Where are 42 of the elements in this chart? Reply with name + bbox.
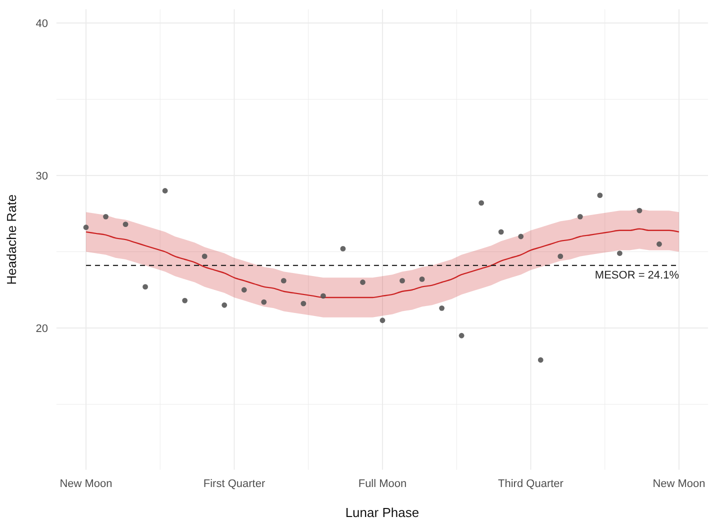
point bbox=[597, 192, 603, 198]
x-tick-label: Full Moon bbox=[358, 478, 407, 490]
point bbox=[360, 280, 366, 285]
point bbox=[122, 222, 128, 227]
point bbox=[558, 254, 564, 260]
point bbox=[202, 254, 208, 260]
point bbox=[656, 241, 662, 247]
x-tick-label: First Quarter bbox=[203, 478, 266, 490]
point bbox=[498, 229, 504, 235]
point bbox=[617, 250, 622, 256]
point bbox=[142, 284, 148, 290]
point bbox=[300, 300, 306, 306]
point bbox=[577, 214, 583, 220]
point bbox=[261, 299, 267, 305]
point bbox=[83, 224, 89, 230]
point bbox=[419, 276, 425, 282]
point bbox=[458, 332, 464, 338]
point bbox=[320, 293, 326, 299]
point bbox=[182, 298, 188, 304]
y-axis-title: Headache Rate bbox=[4, 194, 19, 285]
point bbox=[340, 246, 346, 252]
point bbox=[222, 302, 228, 308]
point bbox=[478, 200, 484, 206]
x-tick-label: Third Quarter bbox=[498, 478, 564, 490]
point bbox=[280, 278, 286, 284]
point bbox=[241, 287, 247, 293]
point bbox=[518, 234, 524, 240]
point bbox=[162, 188, 168, 194]
x-tick-label: New Moon bbox=[652, 478, 706, 490]
point bbox=[103, 214, 108, 220]
x-axis-title: Lunar Phase bbox=[345, 505, 420, 520]
ref-line-label: MESOR = 24.1% bbox=[594, 269, 680, 282]
point bbox=[636, 208, 642, 214]
point bbox=[400, 278, 405, 284]
y-tick-label: 40 bbox=[36, 18, 48, 30]
y-tick-label: 20 bbox=[36, 322, 48, 335]
point bbox=[439, 305, 444, 311]
point bbox=[380, 318, 386, 324]
point bbox=[538, 357, 544, 363]
x-tick-label: New Moon bbox=[60, 478, 112, 490]
line-series bbox=[85, 228, 680, 298]
y-tick-label: 30 bbox=[36, 170, 48, 182]
